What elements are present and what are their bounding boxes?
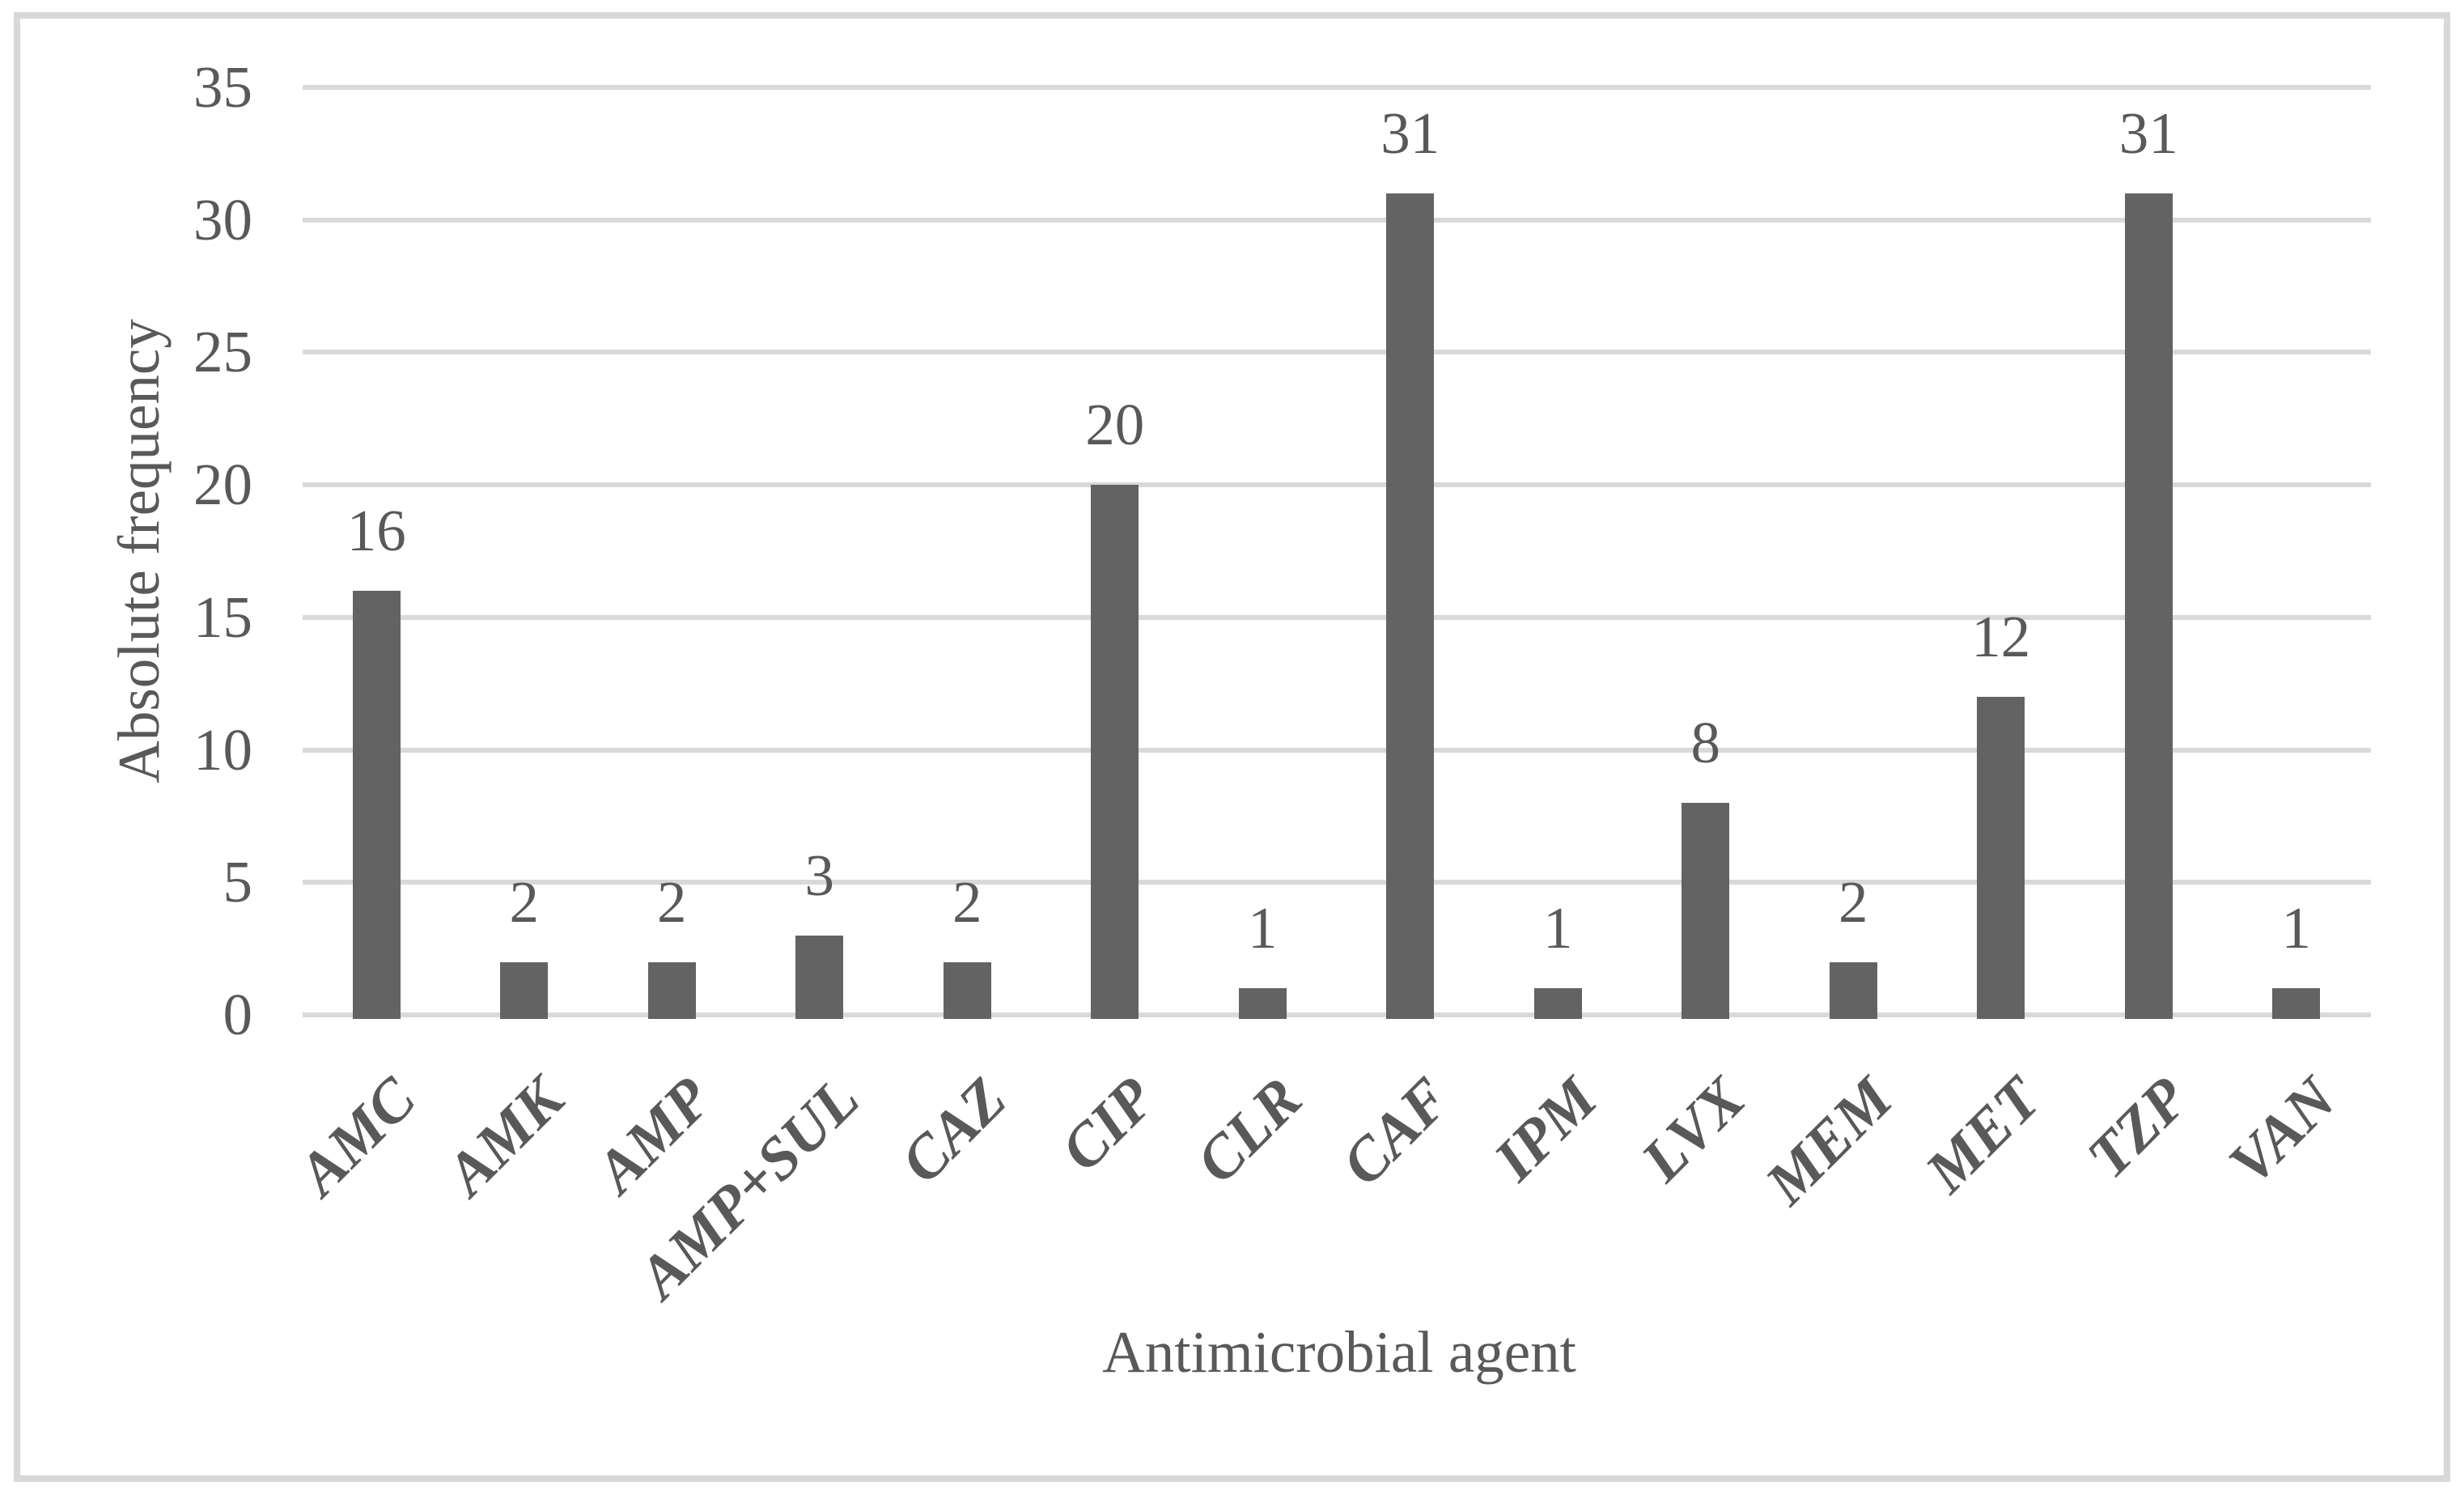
y-tick-label-5: 5	[223, 849, 253, 915]
bar-CLR	[1238, 988, 1287, 1019]
bar-value-label-IPM: 1	[1543, 895, 1573, 961]
gridline-5	[303, 880, 2371, 885]
y-tick-label-10: 10	[193, 716, 252, 783]
bar-value-label-LVX: 8	[1690, 710, 1721, 776]
bar-value-label-CAZ: 2	[952, 868, 982, 935]
bar-value-label-CLR: 1	[1248, 895, 1278, 961]
gridline-35	[303, 85, 2371, 90]
bar-value-label-AMP+SUL: 3	[804, 842, 835, 908]
bar-MEM	[1829, 961, 1877, 1019]
gridline-10	[303, 747, 2371, 753]
y-tick-label-0: 0	[223, 982, 253, 1047]
bar-value-label-CAF: 31	[1380, 100, 1440, 166]
bar-value-label-CIP: 20	[1085, 392, 1145, 458]
bar-CAZ	[943, 961, 991, 1019]
bar-value-label-MET: 12	[1971, 604, 2031, 670]
gridline-0	[303, 1012, 2371, 1017]
bar-value-label-TZP: 31	[2118, 100, 2178, 166]
bar-AMK	[500, 961, 549, 1019]
x-axis-title: Antimicrobial agent	[1102, 1319, 1576, 1385]
gridline-15	[303, 614, 2371, 620]
y-tick-label-15: 15	[193, 584, 252, 650]
y-tick-label-35: 35	[193, 54, 252, 120]
figure-border	[14, 12, 2450, 1482]
bar-value-label-AMK: 2	[509, 868, 540, 935]
gridline-20	[303, 482, 2371, 488]
bar-CIP	[1091, 485, 1139, 1019]
gridline-30	[303, 217, 2371, 223]
y-axis-title: Absolute frequency	[106, 319, 172, 783]
bar-MET	[1977, 697, 2025, 1019]
bar-IPM	[1533, 988, 1582, 1019]
bar-value-label-AMP: 2	[657, 868, 687, 935]
bar-LVX	[1682, 803, 1730, 1019]
bar-AMP+SUL	[795, 935, 844, 1019]
y-tick-label-30: 30	[193, 186, 252, 253]
bar-AMP	[647, 961, 696, 1019]
bar-value-label-MEM: 2	[1838, 868, 1868, 935]
y-tick-label-20: 20	[193, 452, 252, 518]
bar-TZP	[2124, 193, 2173, 1019]
y-tick-label-25: 25	[193, 319, 252, 385]
bar-AMC	[352, 591, 401, 1019]
gridline-25	[303, 350, 2371, 355]
bar-CAF	[1386, 193, 1435, 1019]
bar-value-label-AMC: 16	[346, 498, 406, 564]
bar-VAN	[2272, 988, 2321, 1019]
bar-value-label-VAN: 1	[2281, 895, 2312, 961]
